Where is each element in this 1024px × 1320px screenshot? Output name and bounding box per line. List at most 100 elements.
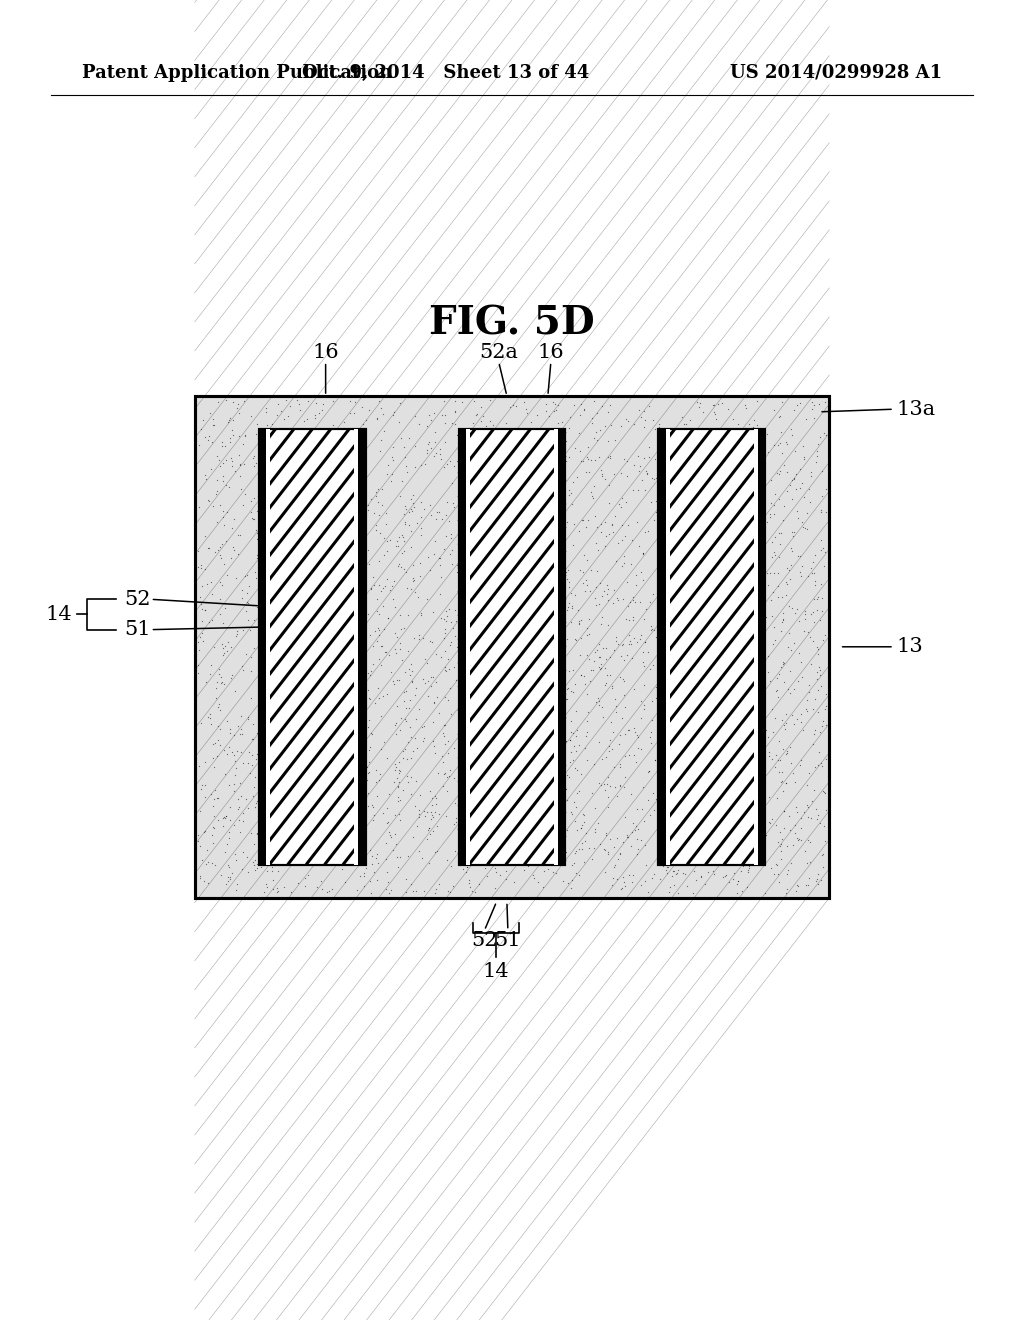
Point [580,624,596,645]
Point [536,795,552,816]
Point [559,688,575,709]
Point [231,809,248,830]
Point [217,436,233,457]
Point [817,783,834,804]
Point [392,760,409,781]
Point [678,447,694,469]
Point [284,647,300,668]
Point [334,858,350,879]
Point [643,733,659,754]
Point [581,624,597,645]
Point [480,556,497,577]
Point [336,605,352,626]
Point [317,652,334,673]
Point [431,548,447,569]
Point [597,862,613,883]
Point [803,466,819,487]
Point [263,857,280,878]
Point [812,813,828,834]
Point [403,766,420,787]
Point [796,487,812,508]
Point [436,656,453,677]
Point [743,430,760,451]
Point [561,593,578,614]
Point [375,578,391,599]
Point [572,405,589,426]
Point [812,540,828,561]
Point [570,520,587,541]
Point [486,692,503,713]
Point [644,583,660,605]
Point [689,784,706,805]
Text: 51: 51 [124,620,151,639]
Point [456,858,472,879]
Point [388,756,404,777]
Point [558,430,574,451]
Point [742,659,759,680]
Point [404,554,421,576]
Point [518,826,535,847]
Point [452,816,468,837]
Point [506,473,522,494]
Point [616,766,633,787]
Point [504,614,520,635]
Point [482,579,499,601]
Point [810,586,826,607]
Point [641,396,657,417]
Point [675,645,691,667]
Point [262,704,279,725]
Point [305,710,322,731]
Point [525,865,542,886]
Point [770,546,786,568]
Point [594,463,610,484]
Point [490,655,507,676]
Point [281,405,297,426]
Point [547,779,563,800]
Point [612,842,629,863]
Point [677,807,693,828]
Point [368,772,384,793]
Point [245,508,261,529]
Bar [554,429,558,865]
Point [214,533,230,554]
Point [660,678,677,700]
Point [653,731,670,752]
Point [189,540,206,561]
Point [766,400,782,421]
Point [682,845,698,866]
Point [587,821,603,842]
Point [465,449,481,470]
Point [746,744,763,766]
Point [195,623,211,644]
Point [343,661,359,682]
Point [225,392,242,413]
Point [264,564,281,585]
Point [791,829,807,850]
Point [317,807,334,828]
Point [450,851,466,873]
Point [730,870,746,891]
Point [222,809,239,830]
Point [782,418,799,440]
Point [203,459,219,480]
Point [669,700,685,721]
Point [399,846,416,867]
Point [675,594,691,615]
Point [748,718,764,739]
Point [296,689,312,710]
Point [712,586,728,607]
Point [748,755,764,776]
Point [787,880,804,902]
Point [570,422,587,444]
Point [214,470,230,491]
Point [707,792,723,813]
Point [644,655,660,676]
Point [501,814,517,836]
Point [509,579,525,601]
Point [310,847,327,869]
Point [396,511,413,532]
Point [565,660,582,681]
Point [426,543,442,564]
Point [607,689,624,710]
Point [593,748,609,770]
